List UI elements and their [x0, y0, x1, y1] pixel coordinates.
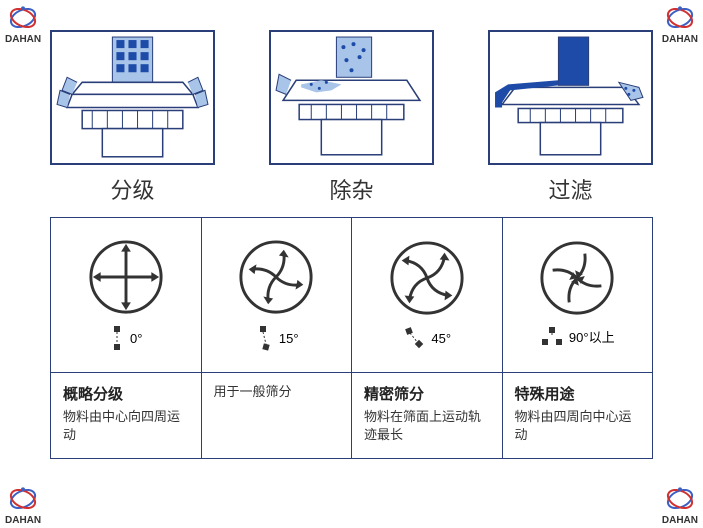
- watermark-top-left: DAHAN: [5, 2, 41, 45]
- diagram-classification: [50, 30, 215, 165]
- angle-label: 90°以上: [569, 331, 615, 345]
- pattern-diagram-0: 0°: [51, 218, 201, 373]
- brand-text: DAHAN: [662, 515, 698, 526]
- logo-icon: [664, 2, 696, 34]
- top-labels-row: 分级 除杂 过滤: [50, 173, 653, 205]
- logo-icon: [7, 483, 39, 515]
- pattern-title: 概略分级: [63, 383, 189, 404]
- angle-label: 45°: [431, 331, 451, 346]
- pattern-desc: 物料由四周向中心运动: [515, 408, 641, 444]
- logo-icon: [664, 483, 696, 515]
- pattern-cell-0: 0° 概略分级 物料由中心向四周运动: [51, 218, 202, 458]
- brand-text: DAHAN: [5, 34, 41, 45]
- angle-indicator-3: 90°以上: [540, 325, 615, 351]
- pattern-diagram-3: 90°以上: [503, 218, 653, 373]
- label-filter: 过滤: [488, 173, 653, 205]
- pattern-text-3: 特殊用途 物料由四周向中心运动: [503, 373, 653, 458]
- angle-indicator-1: 15°: [254, 324, 299, 352]
- pattern-text-0: 概略分级 物料由中心向四周运动: [51, 373, 201, 458]
- diagram-filter: [488, 30, 653, 165]
- pattern-diagram-1: 15°: [202, 218, 352, 373]
- logo-icon: [7, 2, 39, 34]
- brand-text: DAHAN: [662, 34, 698, 45]
- pattern-title: 特殊用途: [515, 383, 641, 404]
- pattern-cell-3: 90°以上 特殊用途 物料由四周向中心运动: [503, 218, 653, 458]
- pattern-title: 精密筛分: [364, 383, 490, 404]
- classification-svg: [52, 32, 213, 163]
- top-diagram-row: [50, 30, 653, 165]
- filter-svg: [490, 32, 651, 163]
- diagram-impurity: [269, 30, 434, 165]
- brand-text: DAHAN: [5, 515, 41, 526]
- cross-arrows-icon: [87, 238, 165, 316]
- pattern-desc: 物料由中心向四周运动: [63, 408, 189, 444]
- impurity-svg: [271, 32, 432, 163]
- pattern-text-2: 精密筛分 物料在筛面上运动轨迹最长: [352, 373, 502, 458]
- pattern-cell-2: 45° 精密筛分 物料在筛面上运动轨迹最长: [352, 218, 503, 458]
- watermark-bottom-right: DAHAN: [662, 483, 698, 526]
- spiral-in-icon: [538, 239, 616, 317]
- pattern-desc: 用于一般筛分: [214, 383, 340, 401]
- spiral-out-icon: [237, 238, 315, 316]
- angle-indicator-0: 0°: [109, 324, 142, 352]
- angle-label: 15°: [279, 331, 299, 346]
- watermark-bottom-left: DAHAN: [5, 483, 41, 526]
- pattern-diagram-2: 45°: [352, 218, 502, 373]
- spiral-wide-icon: [388, 239, 466, 317]
- pattern-cell-1: 15° 用于一般筛分: [202, 218, 353, 458]
- label-classification: 分级: [50, 173, 215, 205]
- angle-label: 0°: [130, 331, 142, 346]
- angle-indicator-2: 45°: [402, 325, 451, 351]
- pattern-text-1: 用于一般筛分: [202, 373, 352, 458]
- watermark-top-right: DAHAN: [662, 2, 698, 45]
- pattern-table: 0° 概略分级 物料由中心向四周运动 15°: [50, 217, 653, 459]
- label-impurity: 除杂: [269, 173, 434, 205]
- main-content: 分级 除杂 过滤 0°: [0, 0, 703, 528]
- pattern-desc: 物料在筛面上运动轨迹最长: [364, 408, 490, 444]
